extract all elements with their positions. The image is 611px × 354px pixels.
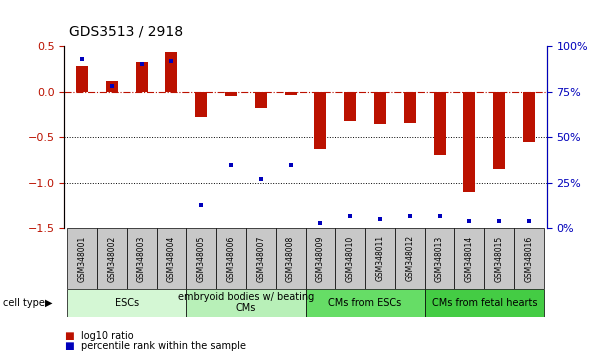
Bar (186, 289, 306, 317)
Bar (335, 228, 365, 289)
Bar (306, 228, 335, 289)
Text: CMs from ESCs: CMs from ESCs (329, 298, 401, 308)
Text: ■: ■ (64, 331, 74, 341)
Bar (315, 92, 326, 149)
Bar (485, 228, 514, 289)
Text: CMs from fetal hearts: CMs from fetal hearts (431, 298, 537, 308)
Point (196, 202, 206, 207)
Bar (395, 228, 425, 289)
Point (464, 218, 474, 224)
Point (137, 61, 147, 67)
Text: log10 ratio: log10 ratio (81, 331, 134, 341)
Text: GSM348016: GSM348016 (524, 235, 533, 281)
Point (286, 162, 296, 167)
Text: GSM348015: GSM348015 (495, 235, 503, 281)
Text: GSM348013: GSM348013 (435, 235, 444, 281)
Bar (365, 228, 395, 289)
Point (315, 220, 325, 226)
Point (524, 218, 534, 224)
Text: GSM348004: GSM348004 (167, 235, 176, 282)
Text: GSM348005: GSM348005 (197, 235, 206, 282)
Text: ESCs: ESCs (115, 298, 139, 308)
Bar (255, 92, 267, 108)
Bar (106, 81, 118, 92)
Bar (306, 289, 425, 317)
Text: GSM348003: GSM348003 (137, 235, 146, 282)
Bar (216, 228, 246, 289)
Bar (276, 228, 306, 289)
Text: GSM348009: GSM348009 (316, 235, 325, 282)
Text: GSM348011: GSM348011 (376, 235, 384, 281)
Bar (67, 228, 97, 289)
Point (107, 83, 117, 89)
Bar (196, 92, 207, 117)
Point (256, 176, 266, 182)
Bar (166, 52, 177, 92)
Bar (425, 289, 544, 317)
Bar (455, 228, 485, 289)
Text: GSM348008: GSM348008 (286, 235, 295, 281)
Text: GSM348006: GSM348006 (227, 235, 235, 282)
Point (494, 218, 504, 224)
Text: GSM348014: GSM348014 (465, 235, 474, 281)
Bar (374, 92, 386, 124)
Bar (425, 228, 455, 289)
Bar (404, 92, 415, 122)
Bar (434, 92, 445, 155)
Bar (344, 92, 356, 121)
Bar (246, 228, 276, 289)
Text: GSM348012: GSM348012 (405, 235, 414, 281)
Bar (67, 289, 186, 317)
Bar (285, 92, 296, 95)
Bar (225, 92, 237, 96)
Point (345, 213, 355, 218)
Point (167, 58, 177, 63)
Text: percentile rank within the sample: percentile rank within the sample (81, 341, 246, 351)
Bar (97, 228, 126, 289)
Bar (186, 228, 216, 289)
Point (375, 216, 385, 222)
Bar (126, 228, 156, 289)
Bar (514, 228, 544, 289)
Text: ▶: ▶ (45, 298, 53, 308)
Point (434, 213, 444, 218)
Bar (76, 66, 88, 92)
Text: GSM348002: GSM348002 (108, 235, 116, 281)
Bar (493, 92, 505, 169)
Point (77, 56, 87, 62)
Text: GSM348007: GSM348007 (256, 235, 265, 282)
Text: GSM348001: GSM348001 (78, 235, 87, 281)
Bar (156, 228, 186, 289)
Text: cell type: cell type (3, 298, 45, 308)
Bar (136, 62, 148, 92)
Bar (523, 92, 535, 142)
Point (226, 162, 236, 167)
Point (405, 213, 415, 218)
Text: GDS3513 / 2918: GDS3513 / 2918 (69, 25, 183, 39)
Text: ■: ■ (64, 341, 74, 351)
Text: embryoid bodies w/ beating
CMs: embryoid bodies w/ beating CMs (178, 292, 314, 314)
Text: GSM348010: GSM348010 (346, 235, 355, 281)
Bar (463, 92, 475, 192)
